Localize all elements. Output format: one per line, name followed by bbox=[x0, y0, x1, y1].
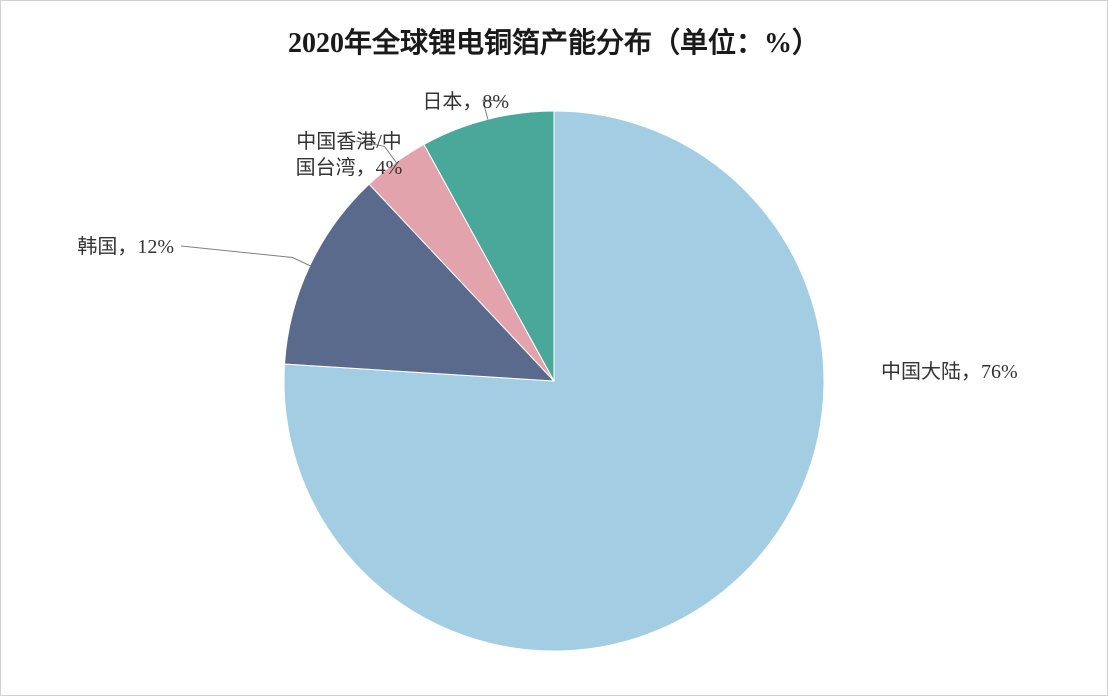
slice-label: 日本，8% bbox=[422, 89, 509, 115]
slice-label: 中国大陆，76% bbox=[881, 359, 1018, 385]
slice-label: 韩国，12% bbox=[77, 234, 174, 260]
pie-svg bbox=[282, 109, 826, 653]
chart-container: 2020年全球锂电铜箔产能分布（单位：%） 中国大陆，76% 韩国，12% 中国香港… bbox=[0, 0, 1108, 696]
slice-label: 中国香港/中国台湾，4% bbox=[279, 129, 419, 181]
chart-title: 2020年全球锂电铜箔产能分布（单位：%） bbox=[1, 1, 1107, 71]
